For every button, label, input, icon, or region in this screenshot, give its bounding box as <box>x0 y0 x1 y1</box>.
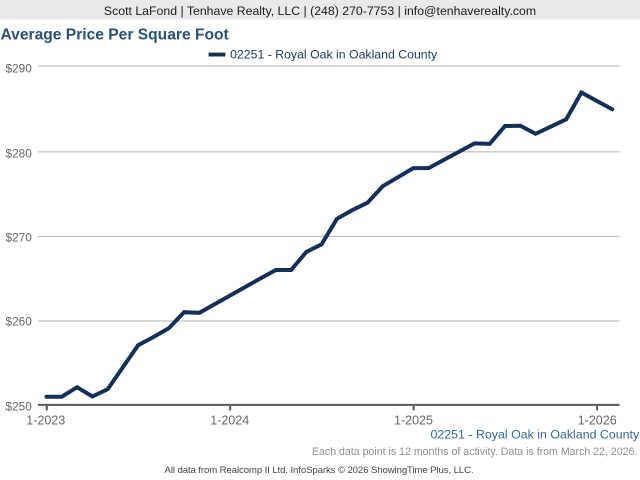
svg-text:$290: $290 <box>6 62 33 76</box>
svg-text:Each data point is 12 months o: Each data point is 12 months of activity… <box>312 446 637 458</box>
svg-text:1-2023: 1-2023 <box>26 414 65 428</box>
svg-text:$270: $270 <box>6 230 33 244</box>
svg-text:02251 - Royal Oak in Oakland C: 02251 - Royal Oak in Oakland County <box>230 47 438 61</box>
svg-text:$280: $280 <box>6 147 33 161</box>
svg-text:$250: $250 <box>6 399 33 413</box>
svg-text:1-2026: 1-2026 <box>578 414 617 428</box>
svg-text:Average Price Per Square Foot: Average Price Per Square Foot <box>1 27 229 44</box>
svg-text:Scott LaFond | Tenhave Realty,: Scott LaFond | Tenhave Realty, LLC | (24… <box>104 4 536 18</box>
svg-text:All data from Realcomp II Ltd.: All data from Realcomp II Ltd. InfoSpark… <box>165 465 474 476</box>
svg-text:02251 - Royal Oak in Oakland C: 02251 - Royal Oak in Oakland County <box>430 428 639 442</box>
svg-text:1-2024: 1-2024 <box>210 414 249 428</box>
svg-text:1-2025: 1-2025 <box>394 414 433 428</box>
svg-text:$260: $260 <box>6 314 33 328</box>
